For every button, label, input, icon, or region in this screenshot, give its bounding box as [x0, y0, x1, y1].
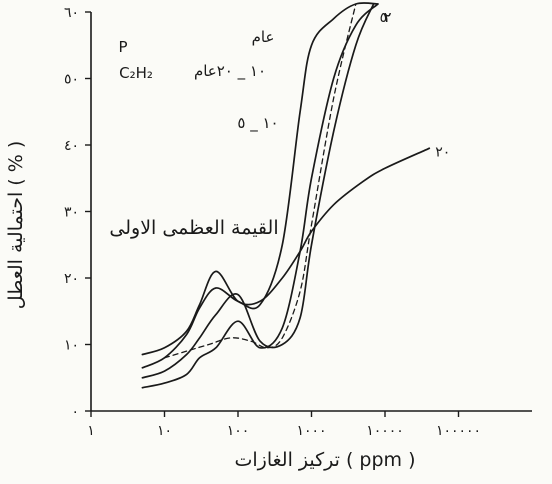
- series-label: ٢٠: [435, 144, 450, 160]
- y-tick-label: ١٠: [64, 338, 79, 354]
- series-label: ٢: [384, 10, 392, 26]
- annotation-age-header: عام: [252, 28, 275, 46]
- y-tick-label: ٥٠: [64, 72, 79, 88]
- series-line-4: [141, 147, 431, 356]
- annotation-gas-p: P: [118, 38, 127, 56]
- y-axis-title: احتمالية العطل ( % ): [5, 141, 27, 310]
- y-tick-label: ٢٠: [64, 271, 79, 287]
- x-tick-label: ١٠٠٠٠: [366, 423, 404, 439]
- x-axis-title: تركيز الغازات ( ppm ): [234, 449, 415, 471]
- x-tick-label: ١٠٠٠: [296, 423, 326, 439]
- x-tick-label: ١٠٠٠٠٠: [436, 423, 481, 439]
- annotation-gas-formula: C₂H₂: [119, 64, 153, 82]
- series-line-1: [141, 3, 379, 389]
- y-tick-label: ٦٠: [64, 5, 79, 21]
- annotation-age-range-2: ١٠ _ ٥: [237, 114, 278, 133]
- annotation-age-range: ١٠ _ ٢٠عام: [194, 62, 266, 81]
- x-tick-label: ١٠: [157, 423, 172, 439]
- series-line-5: [163, 3, 357, 359]
- x-ticks: ١ ١٠ ١٠٠ ١٠٠٠ ١٠٠٠٠ ١٠٠٠٠٠: [87, 411, 481, 439]
- y-tick-label: ٣٠: [64, 205, 79, 221]
- series-layer: [141, 2, 431, 389]
- series-label: ٥: [380, 10, 388, 26]
- x-tick-label: ١٠٠: [227, 423, 250, 439]
- y-tick-label: ٤٠: [64, 138, 79, 154]
- series-label: ٢: [384, 10, 392, 26]
- series-line-2: [141, 3, 375, 379]
- annotation-first-peak: القيمة العظمى الاولى: [109, 217, 278, 239]
- y-tick-label: ٠: [71, 404, 79, 420]
- y-ticks: ٠ ١٠ ٢٠ ٣٠ ٤٠ ٥٠ ٦٠: [64, 5, 91, 420]
- x-tick-label: ١: [87, 423, 95, 439]
